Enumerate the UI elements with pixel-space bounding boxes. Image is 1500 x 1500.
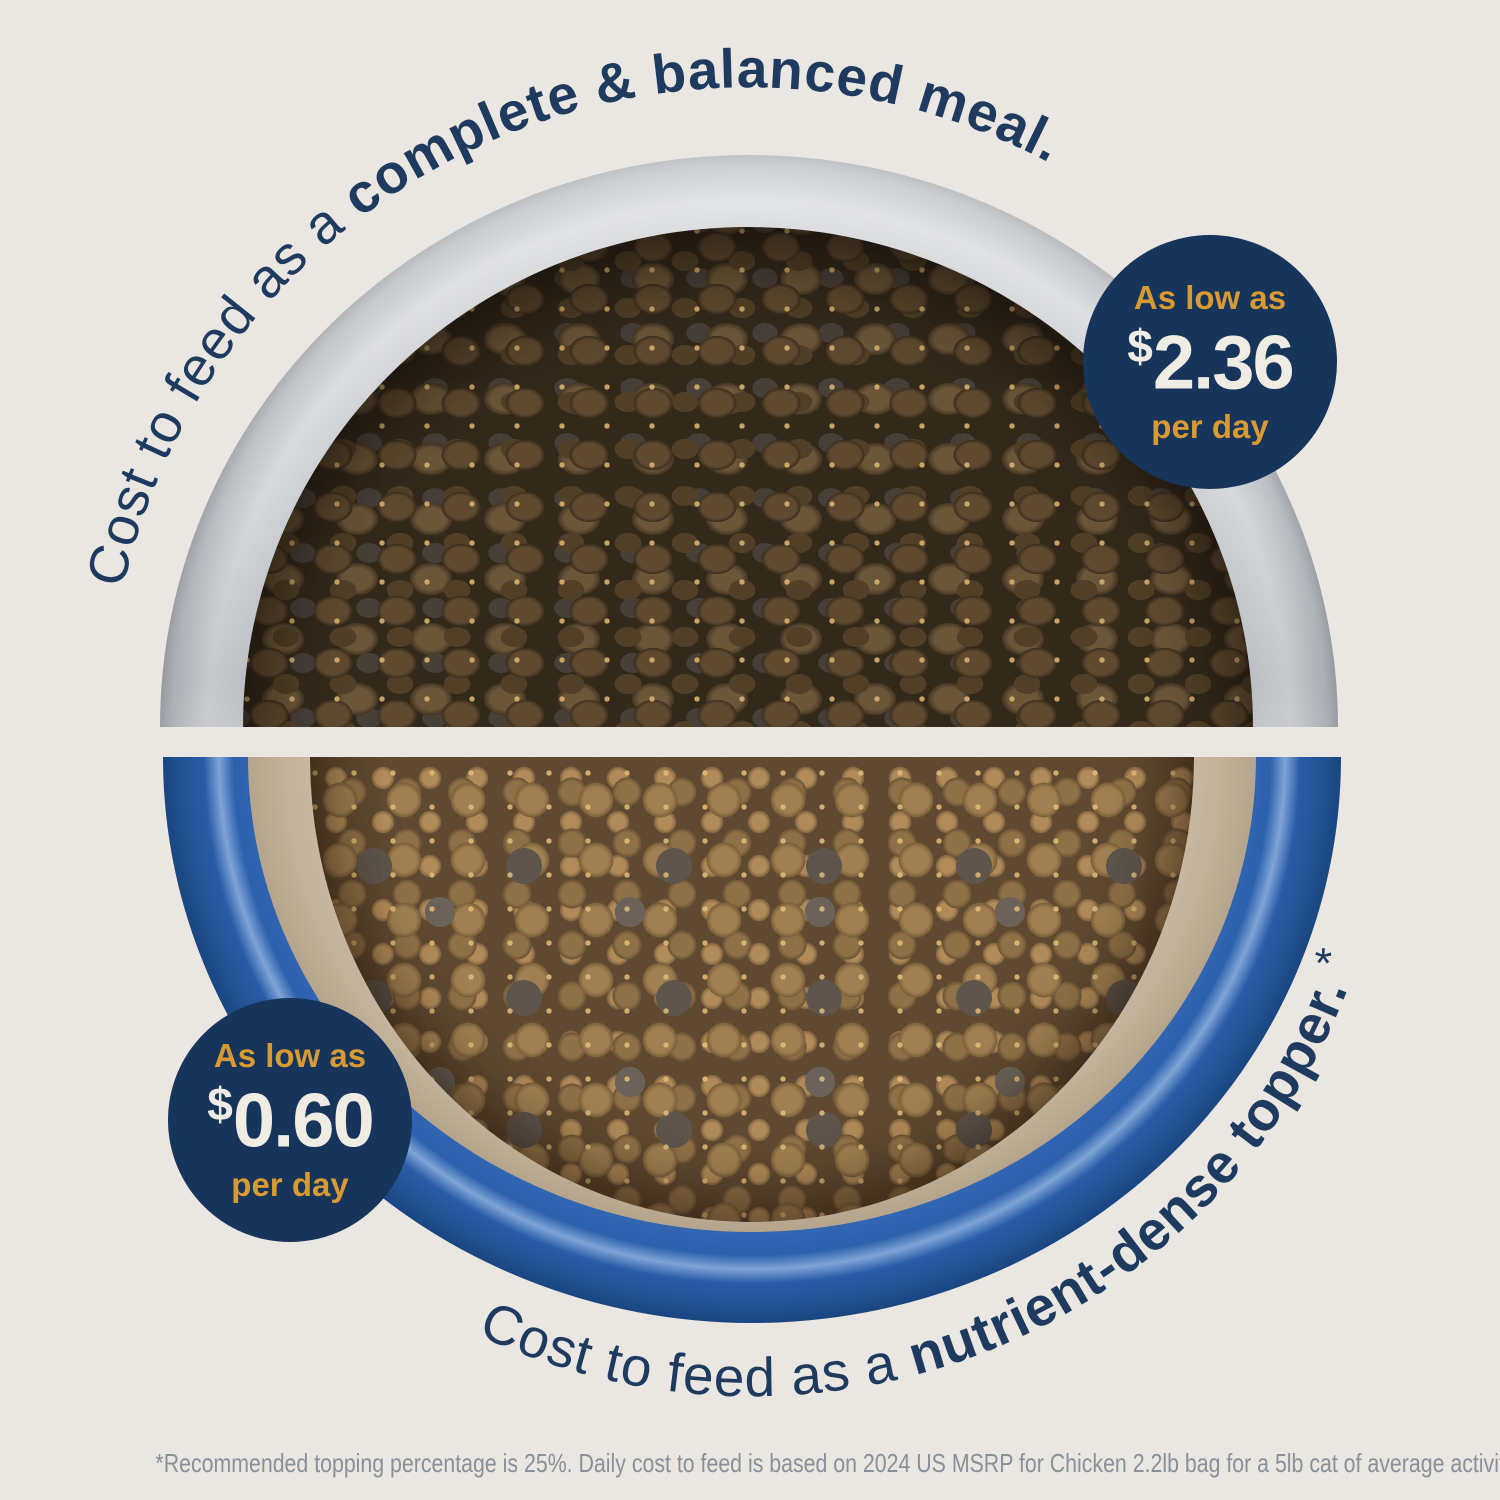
badge-suffix: per day [231,1165,349,1203]
badge-price: $2.36 [1127,323,1295,401]
curved-caption-top-bold: complete & balanced meal. [331,37,1074,227]
disclaimer-text: *Recommended topping percentage is 25%. … [155,1448,1500,1478]
curved-caption-bottom-bold: nutrient-dense topper. [901,969,1359,1387]
badge-suffix: per day [1151,407,1269,445]
curved-caption-bottom-regular: Cost to feed as a [472,1289,918,1409]
bottom-bowl [163,757,1341,1323]
badge-price: $0.60 [207,1081,375,1159]
currency-symbol: $ [207,1078,233,1131]
badge-prefix: As low as [213,1037,367,1075]
curved-caption-top-regular: Cost to feed as a [74,179,367,592]
price-badge-complete-meal: As low as $2.36 per day [1083,235,1337,489]
badge-prefix: As low as [1133,279,1287,317]
curved-caption-top: Cost to feed as a complete & balanced me… [74,37,1073,591]
price-badge-topper: As low as $0.60 per day [168,998,412,1242]
price-amount: 2.36 [1152,320,1295,406]
price-amount: 0.60 [232,1078,375,1164]
currency-symbol: $ [1127,320,1153,373]
curved-caption-bottom: Cost to feed as a nutrient-dense topper.… [472,942,1359,1409]
